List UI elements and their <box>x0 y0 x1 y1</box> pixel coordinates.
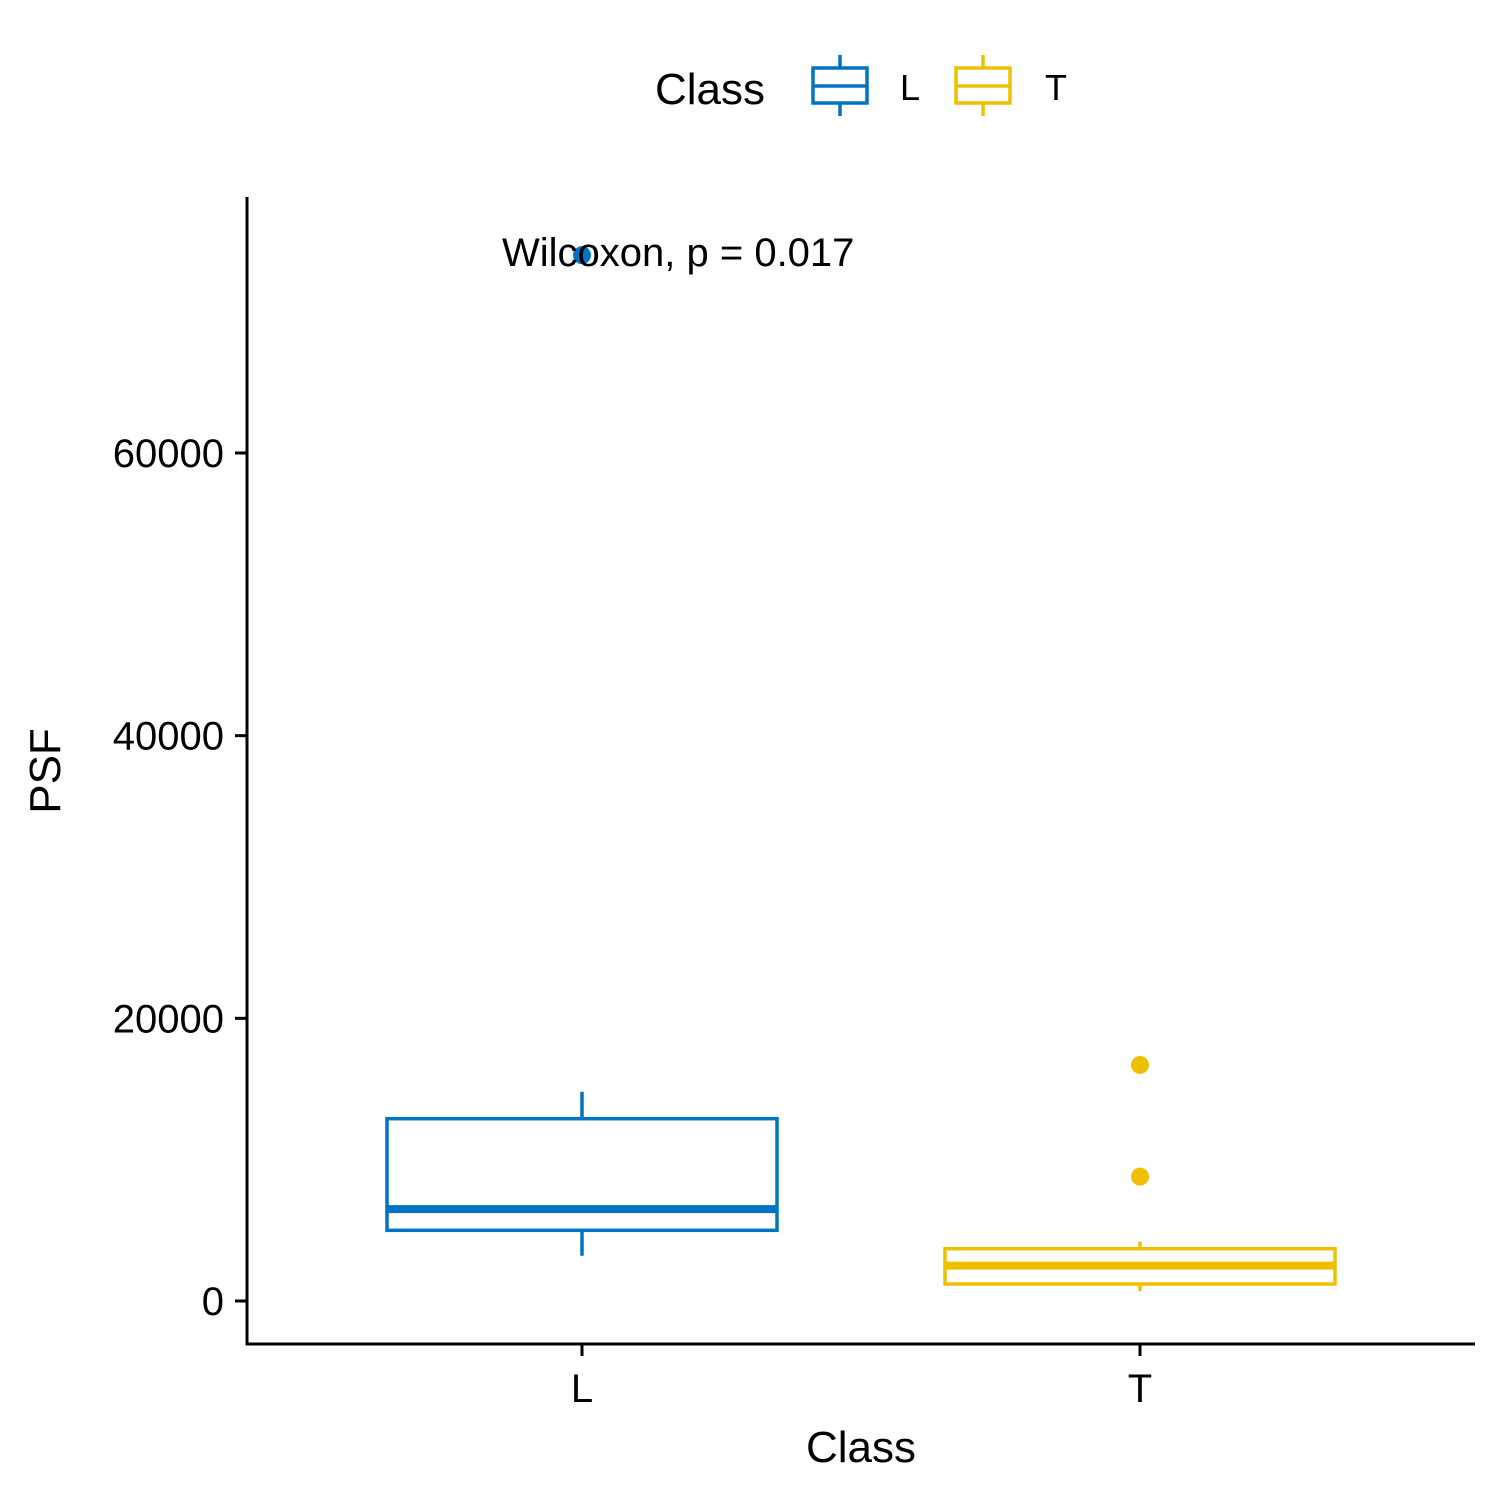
legend-label-t: T <box>1045 67 1067 108</box>
legend: Class L T <box>655 55 1067 116</box>
y-tick-label-0: 0 <box>202 1280 224 1324</box>
y-axis-title: PSF <box>21 728 70 814</box>
box-l <box>385 1116 779 1233</box>
legend-key-t <box>954 55 1012 116</box>
outlier-t-2 <box>1131 1055 1149 1074</box>
outlier-t-1 <box>1131 1167 1149 1186</box>
legend-label-l: L <box>900 67 920 108</box>
x-axis-title: Class <box>806 1423 916 1472</box>
x-tick-label-t: T <box>1128 1367 1152 1411</box>
legend-key-l <box>811 55 869 116</box>
x-tick-label-l: L <box>571 1367 593 1411</box>
y-tick-label-20000: 20000 <box>113 997 224 1041</box>
y-tick-label-40000: 40000 <box>113 715 224 759</box>
legend-title: Class <box>655 65 765 114</box>
boxes <box>385 246 1337 1292</box>
y-ticks: 0 20000 40000 60000 <box>113 432 247 1324</box>
outlier-l-1 <box>573 246 591 265</box>
y-tick-label-60000: 60000 <box>113 432 224 476</box>
wilcoxon-annotation: Wilcoxon, p = 0.017 <box>502 231 854 275</box>
